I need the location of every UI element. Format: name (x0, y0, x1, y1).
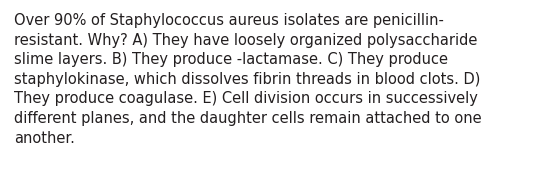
Text: Over 90% of Staphylococcus aureus isolates are penicillin-
resistant. Why? A) Th: Over 90% of Staphylococcus aureus isolat… (14, 13, 482, 146)
